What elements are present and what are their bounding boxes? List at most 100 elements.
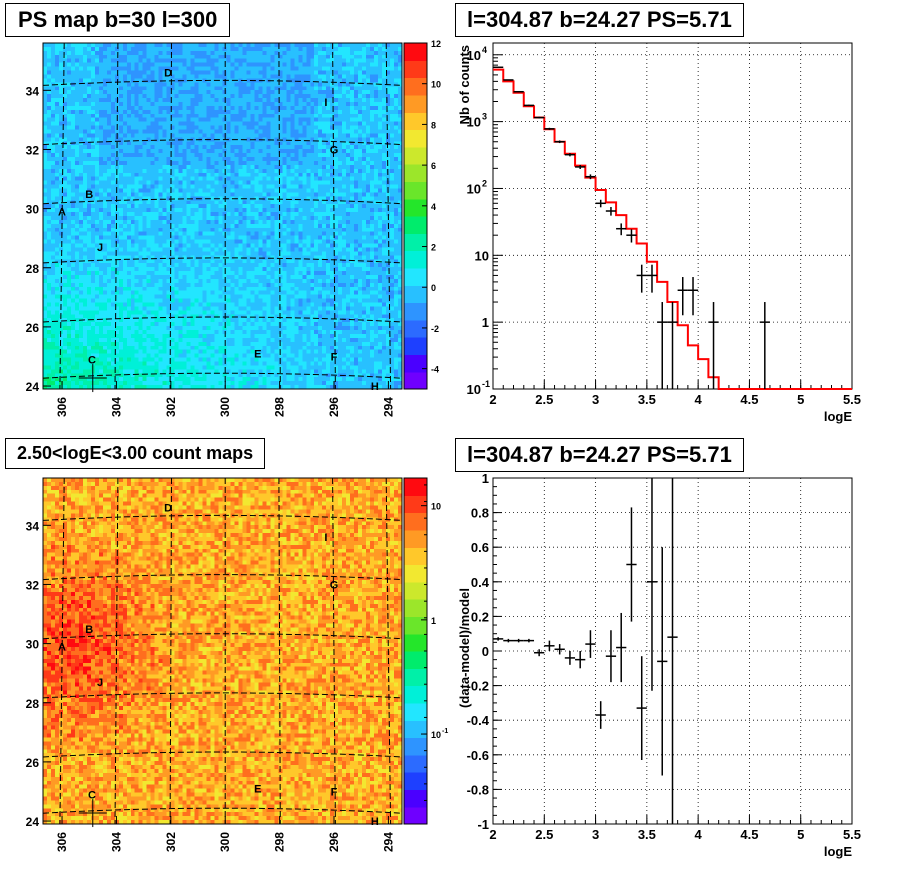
data-point — [523, 104, 535, 107]
residual-point — [544, 640, 555, 651]
y-tick-label: 1 — [482, 315, 489, 330]
y-tick-label: 26 — [26, 321, 40, 335]
y-tick-exponent: 3 — [482, 112, 487, 122]
x-axis-label: logE — [824, 844, 852, 859]
parallel-line — [42, 514, 403, 521]
colorbar-tick-label: 6 — [431, 161, 436, 171]
y-tick-label: 26 — [26, 756, 40, 770]
data-point — [503, 79, 514, 81]
x-tick-label: 3 — [592, 392, 599, 407]
data-point — [513, 90, 524, 93]
y-tick-exponent: -1 — [482, 379, 490, 389]
colorbar-tick-label: 10 — [431, 80, 441, 90]
parallel-line — [42, 633, 403, 640]
source-label-c: C — [88, 354, 96, 366]
data-point — [687, 277, 699, 316]
source-label-d: D — [164, 68, 172, 80]
residual-point — [564, 651, 576, 665]
colorbar-tick-exponent: -1 — [442, 728, 448, 735]
colorbar-swatch — [404, 267, 427, 286]
residual-point — [523, 638, 535, 643]
source-label-b: B — [85, 624, 93, 636]
meridian-line — [332, 477, 336, 825]
x-tick-label: 306 — [55, 832, 69, 852]
residual-point — [493, 637, 504, 641]
y-tick-exponent: 2 — [482, 178, 487, 188]
count-heatmap-cells — [43, 478, 403, 825]
count-map-title: 2.50<logE<3.00 count maps — [5, 438, 266, 469]
colorbar-swatch — [404, 651, 427, 669]
data-point — [554, 140, 565, 144]
colorbar-swatch — [404, 581, 427, 600]
x-tick-label: 298 — [273, 397, 287, 417]
colorbar-swatch — [404, 129, 427, 148]
x-tick-label: 5 — [797, 827, 804, 842]
source-label-i: I — [324, 532, 327, 544]
colorbar-swatch — [404, 720, 427, 739]
x-tick-label: 302 — [164, 832, 178, 852]
colorbar-tick-label: 10 — [431, 730, 441, 740]
y-axis-label: Nb of counts — [457, 45, 472, 124]
colorbar-swatch — [404, 495, 427, 514]
colorbar-swatch — [404, 302, 427, 321]
data-point — [605, 207, 617, 216]
y-tick-label: 10 — [467, 181, 481, 196]
colorbar-swatch — [404, 337, 427, 355]
y-tick-label: 10 — [467, 115, 481, 130]
model-histogram-line — [493, 68, 852, 390]
colorbar-tick-label: 12 — [431, 39, 441, 49]
source-label-f: F — [331, 786, 338, 798]
colorbar-swatch — [404, 806, 427, 825]
residual-point — [513, 638, 524, 643]
data-point — [534, 116, 545, 119]
spectrum-grid — [493, 43, 852, 389]
residual-point — [585, 630, 596, 658]
colorbar-swatch — [404, 112, 427, 131]
residual-point — [575, 651, 586, 669]
data-point — [585, 174, 596, 180]
meridian-line — [114, 42, 119, 390]
y-tick-label: -0.6 — [467, 748, 489, 763]
spectrum-panel: 2 2.5 3 3.5 4 4.5 5 5.5 10 4 10 3 10 2 10 1 10 -1 logE Nb o… — [449, 0, 898, 435]
count-frame — [42, 477, 403, 825]
colorbar-swatch — [404, 233, 427, 252]
data-point — [677, 277, 688, 316]
data-point — [626, 229, 637, 243]
parallel-line — [42, 139, 403, 146]
x-tick-label: 298 — [273, 832, 287, 852]
residual-point — [636, 656, 647, 760]
x-tick-label: 5.5 — [843, 392, 861, 407]
x-tick-label: 296 — [327, 397, 341, 417]
y-tick-label: 0.6 — [471, 540, 489, 555]
colorbar-swatch — [404, 529, 427, 548]
y-tick-label: 30 — [26, 638, 40, 652]
x-tick-label: 2 — [489, 827, 496, 842]
colorbar-swatch — [404, 250, 427, 269]
data-point — [616, 223, 627, 236]
y-tick-label: 34 — [26, 519, 40, 533]
residual-point — [667, 478, 678, 824]
colorbar-swatch — [404, 164, 427, 182]
spectrum-title: l=304.87 b=24.27 PS=5.71 — [455, 3, 744, 37]
parallel-line — [42, 257, 403, 264]
parallel-line — [42, 692, 403, 699]
data-point — [657, 302, 668, 389]
residual-point — [626, 507, 637, 622]
data-point — [646, 264, 658, 293]
x-tick-label: 300 — [218, 397, 232, 417]
source-label-d: D — [164, 503, 172, 515]
colorbar-swatch — [404, 146, 427, 165]
ps-coordinate-grid — [42, 42, 403, 390]
ps-frame — [42, 42, 403, 390]
source-label-g: G — [330, 144, 339, 156]
colorbar-swatch — [404, 772, 427, 790]
colorbar-swatch — [404, 789, 427, 808]
residual-panel: 2 2.5 3 3.5 4 4.5 5 5.5 1 0.8 0.6 0.4 0.2 0 -0.2 -0.4 -0… — [449, 435, 898, 871]
colorbar-swatch — [404, 478, 427, 496]
residual-plot: 2 2.5 3 3.5 4 4.5 5 5.5 1 0.8 0.6 0.4 0.2 0 -0.2 -0.4 -0… — [457, 471, 861, 859]
colorbar-tick-label: -2 — [431, 324, 439, 334]
source-label-e: E — [254, 349, 261, 361]
colorbar-tick-label: 10 — [431, 502, 441, 512]
meridian-line — [278, 477, 281, 825]
y-tick-label: 34 — [26, 84, 40, 98]
